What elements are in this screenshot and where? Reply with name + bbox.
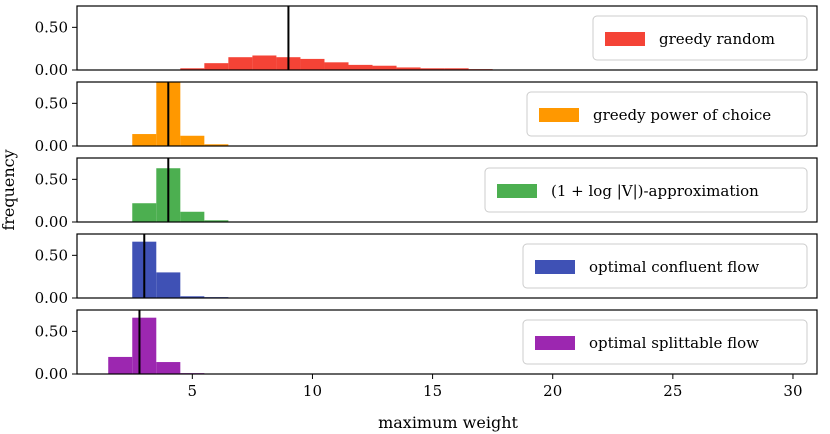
histogram-bar <box>252 55 277 70</box>
x-axis-label: maximum weight <box>378 413 518 432</box>
histogram-bar <box>180 135 205 146</box>
histogram-bar <box>444 68 469 70</box>
y-tick-label: 0.00 <box>35 213 68 231</box>
legend-label: (1 + log |V|)-approximation <box>551 182 759 200</box>
legend-label: greedy random <box>659 30 775 48</box>
panel-frame <box>76 5 818 71</box>
y-tick-label: 0.50 <box>35 170 68 188</box>
histogram-bar <box>132 317 157 374</box>
histogram-bar <box>156 362 181 374</box>
y-tick-label: 0.50 <box>35 322 68 340</box>
legend-box <box>484 167 808 213</box>
legend-label: optimal splittable flow <box>589 334 759 352</box>
histogram-bar <box>180 68 205 70</box>
histogram-bar <box>396 67 421 70</box>
panel-2: 0.00 0.50 greedy power of choice <box>35 81 818 155</box>
panel-4: 0.00 0.50 optimal confluent flow <box>35 233 818 307</box>
y-tick-label: 0.00 <box>35 137 68 155</box>
legend-box <box>522 243 808 289</box>
panel-5: 0.00 0.50 optimal splittable flow <box>35 309 818 383</box>
x-tick-label: 10 <box>303 382 322 400</box>
x-tick-label: 20 <box>543 382 562 400</box>
y-tick-label: 0.00 <box>35 365 68 383</box>
legend-box <box>522 319 808 365</box>
histogram-bar <box>228 57 253 70</box>
y-tick-label: 0.00 <box>35 289 68 307</box>
x-tick-label: 25 <box>663 382 682 400</box>
panel-1: 0.00 0.50 greedy random <box>35 5 818 79</box>
legend-swatch <box>535 336 575 350</box>
y-axis-label: frequency <box>0 149 18 230</box>
x-tick-label: 5 <box>188 382 198 400</box>
histogram-bar <box>372 65 397 70</box>
x-tick-label: 30 <box>783 382 802 400</box>
y-tick-label: 0.50 <box>35 246 68 264</box>
panel-frame <box>76 157 818 223</box>
histogram-bar <box>108 356 133 374</box>
histogram-bar <box>204 63 229 70</box>
histogram-bar <box>324 62 349 70</box>
x-tick-label: 15 <box>423 382 442 400</box>
legend-box <box>592 15 808 61</box>
y-tick-label: 0.50 <box>35 18 68 36</box>
histogram-bar <box>156 272 181 298</box>
panel-frame <box>76 309 818 375</box>
histogram-bar <box>132 203 157 222</box>
legend-swatch <box>497 184 537 198</box>
panel-frame <box>76 233 818 299</box>
legend-label: optimal confluent flow <box>589 258 759 276</box>
legend-swatch <box>535 260 575 274</box>
legend-swatch <box>605 32 645 46</box>
legend-box <box>526 91 808 137</box>
histogram-bar <box>420 68 445 70</box>
legend-label: greedy power of choice <box>593 106 771 124</box>
histogram-bar <box>204 144 229 146</box>
histogram-bar <box>132 134 157 146</box>
histogram-bar <box>348 64 373 70</box>
histogram-bar <box>300 58 325 70</box>
histogram-bar <box>180 211 205 222</box>
histogram-bar <box>180 296 205 298</box>
y-tick-label: 0.00 <box>35 61 68 79</box>
legend-swatch <box>539 108 579 122</box>
y-tick-label: 0.50 <box>35 94 68 112</box>
panel-3: 0.00 0.50 (1 + log |V|)-approximation <box>35 157 818 231</box>
histogram-bar <box>204 220 229 222</box>
panel-frame <box>76 81 818 147</box>
